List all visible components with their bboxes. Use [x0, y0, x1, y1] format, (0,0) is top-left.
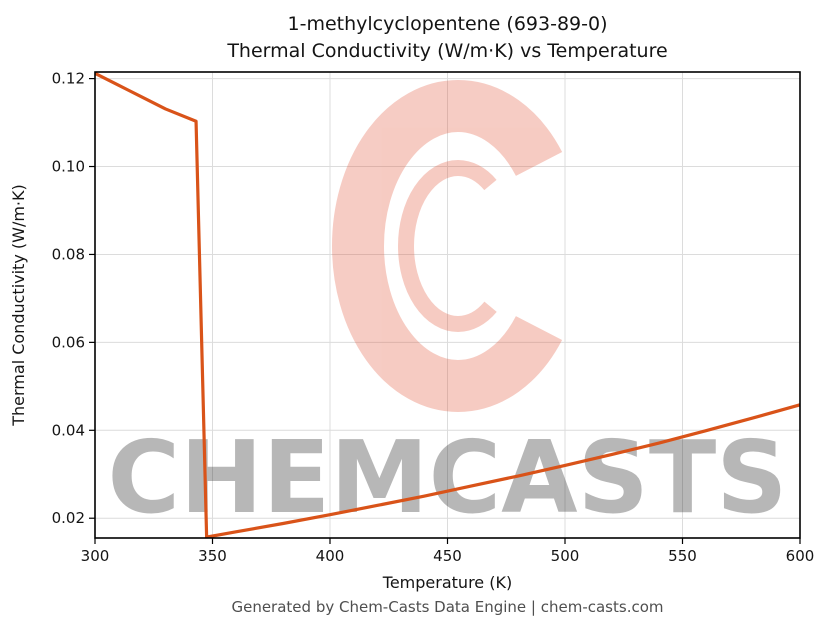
x-tick-label: 500 — [551, 547, 580, 565]
y-tick-label: 0.02 — [52, 509, 85, 527]
footer-attribution: Generated by Chem-Casts Data Engine | ch… — [231, 598, 664, 616]
y-axis-label: Thermal Conductivity (W/m·K) — [9, 184, 28, 427]
data-line-thermal-conductivity — [95, 72, 800, 538]
chart-title-line1: 1-methylcyclopentene (693-89-0) — [287, 13, 608, 35]
watermark-c-logo — [332, 80, 584, 412]
y-tick-label: 0.12 — [52, 70, 85, 88]
watermark-c-logo-inner — [398, 160, 518, 332]
x-tick-label: 300 — [81, 547, 110, 565]
x-tick-label: 350 — [198, 547, 227, 565]
x-tick-label: 550 — [668, 547, 697, 565]
x-tick-label: 450 — [433, 547, 462, 565]
y-tick-label: 0.06 — [52, 333, 85, 351]
chart-title-line2: Thermal Conductivity (W/m·K) vs Temperat… — [227, 40, 668, 62]
x-tick-label: 600 — [786, 547, 815, 565]
x-tick-label: 400 — [316, 547, 345, 565]
watermark: CHEMCASTS — [108, 80, 788, 536]
y-tick-label: 0.10 — [52, 158, 85, 176]
chart-title: 1-methylcyclopentene (693-89-0) Thermal … — [95, 11, 800, 65]
y-tick-label: 0.04 — [52, 421, 85, 439]
y-tick-label: 0.08 — [52, 245, 85, 263]
x-axis-label: Temperature (K) — [382, 573, 512, 592]
